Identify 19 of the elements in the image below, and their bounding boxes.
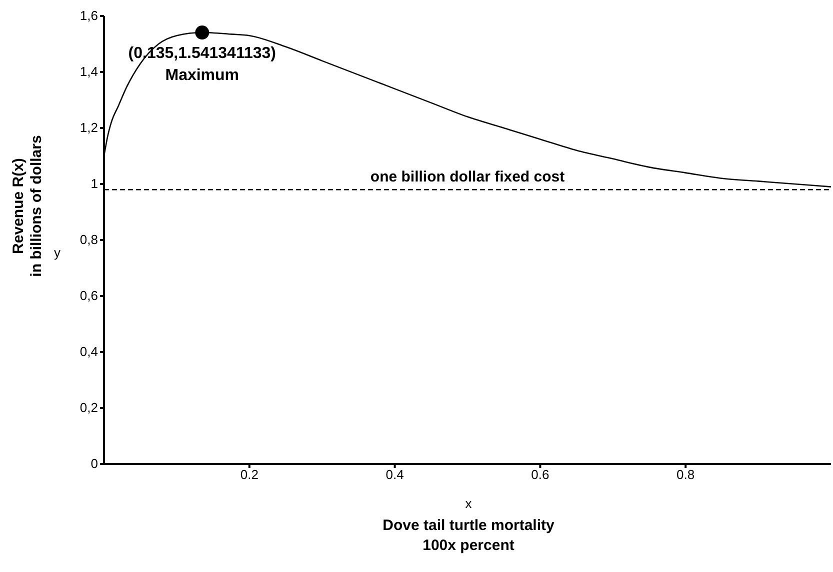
x-tick-label: 0.4 — [386, 467, 404, 482]
y-tick-label: 0,4 — [80, 344, 98, 359]
y-axis-title: Revenue R(x) in billions of dollars — [10, 135, 46, 277]
ref-line-label: one billion dollar fixed cost — [370, 168, 565, 186]
y-tick-label: 1,2 — [80, 120, 98, 135]
x-axis-title: Dove tail turtle mortality 100x percent — [382, 516, 556, 556]
y-tick-label: 1 — [90, 176, 98, 191]
y-tick-label: 0 — [90, 456, 98, 471]
text: y — [54, 245, 60, 260]
x-tick-label: 0.6 — [531, 467, 550, 482]
y-tick-label: 0,2 — [80, 400, 98, 415]
x-tick-label: 0.8 — [676, 467, 695, 482]
text: x — [464, 496, 473, 511]
y-tick-label: 1,6 — [80, 8, 98, 23]
y-tick-label: 0,6 — [80, 288, 98, 303]
x-tick-label: 0.2 — [240, 467, 258, 482]
y-tick-label: 0,8 — [80, 232, 98, 247]
annotation: Maximum — [165, 66, 240, 84]
y-tick-label: 1,4 — [80, 64, 98, 79]
